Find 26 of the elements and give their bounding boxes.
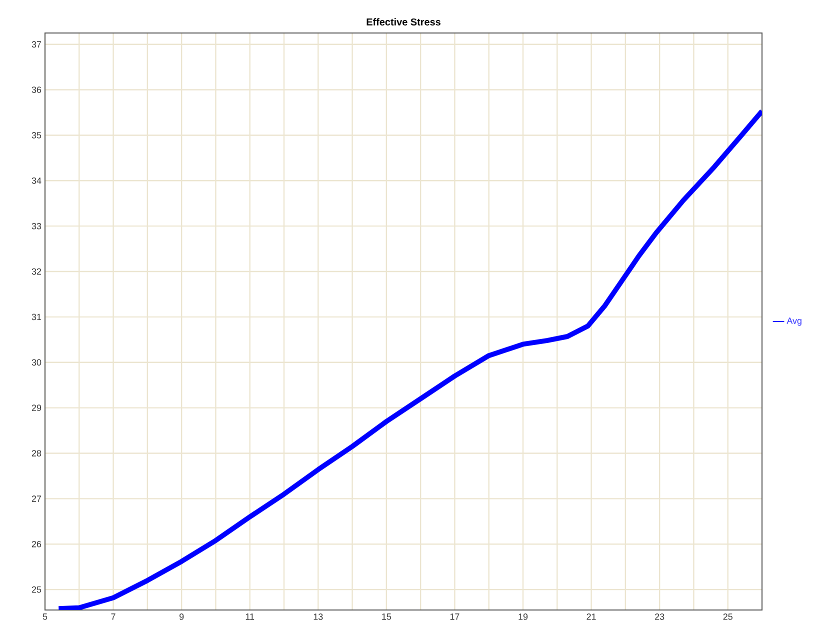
y-tick-label: 29 <box>32 404 42 411</box>
y-tick-label: 27 <box>32 496 42 502</box>
legend-label: Avg <box>786 318 802 326</box>
x-tick-label: 13 <box>314 614 323 620</box>
x-tick-label: 17 <box>450 614 460 620</box>
x-tick-label: 23 <box>655 614 664 620</box>
y-tick-label: 36 <box>32 86 42 93</box>
y-tick-label: 26 <box>32 540 42 548</box>
y-tick-label: 28 <box>32 450 42 456</box>
x-tick-label: 19 <box>518 614 528 620</box>
x-tick-label: 5 <box>42 614 48 620</box>
x-tick-label: 11 <box>246 614 254 620</box>
y-tick-label: 34 <box>32 177 42 184</box>
x-tick-label: 25 <box>723 614 732 620</box>
y-tick-label: 32 <box>32 268 42 275</box>
y-tick-label: 31 <box>32 314 42 320</box>
x-tick-label: 21 <box>586 614 596 620</box>
x-tick-label: 9 <box>180 614 184 620</box>
y-tick-label: 33 <box>32 222 42 230</box>
y-tick-label: 37 <box>32 41 42 48</box>
chart-title: Effective Stress <box>366 18 440 26</box>
y-tick-label: 30 <box>32 359 42 366</box>
y-tick-label: 25 <box>32 586 42 593</box>
x-tick-label: 7 <box>111 614 116 620</box>
y-tick-label: 35 <box>32 132 42 138</box>
x-tick-label: 15 <box>382 614 392 620</box>
